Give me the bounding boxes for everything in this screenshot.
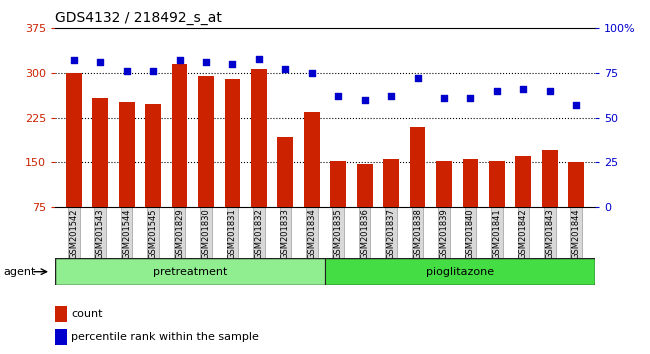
Text: agent: agent [3,267,36,277]
Bar [251,69,266,252]
Bar [224,79,240,252]
Point [122,68,132,74]
Bar [278,137,293,252]
Bar [436,161,452,252]
Text: GDS4132 / 218492_s_at: GDS4132 / 218492_s_at [55,11,222,25]
Bar [463,159,478,252]
Point [68,58,79,63]
Bar [55,329,68,345]
Bar [119,102,135,252]
Point [307,70,317,76]
Point [545,88,555,94]
Point [254,56,264,62]
Bar [542,150,558,252]
Bar [92,98,108,252]
Point [491,88,502,94]
Bar [304,112,320,252]
Point [412,75,423,81]
Point [174,58,185,63]
Bar [198,76,214,252]
Text: percentile rank within the sample: percentile rank within the sample [72,332,259,342]
Point [201,59,211,65]
Point [518,86,528,92]
Bar [66,73,82,252]
Bar [145,104,161,252]
Point [439,95,449,101]
Bar [325,258,595,285]
Bar [384,159,399,252]
Bar [568,162,584,252]
Point [359,97,370,103]
Text: pioglitazone: pioglitazone [426,267,494,277]
Point [571,102,582,108]
Bar [55,306,68,321]
Point [148,68,159,74]
Point [465,95,476,101]
Bar [330,161,346,252]
Bar [515,156,531,252]
Point [227,61,238,67]
Bar [489,161,505,252]
Bar [410,127,426,252]
Bar [172,64,187,252]
Text: count: count [72,309,103,319]
Bar [55,258,325,285]
Point [280,67,291,72]
Text: pretreatment: pretreatment [153,267,228,277]
Bar [357,164,372,252]
Point [333,93,343,99]
Point [95,59,105,65]
Point [386,93,396,99]
